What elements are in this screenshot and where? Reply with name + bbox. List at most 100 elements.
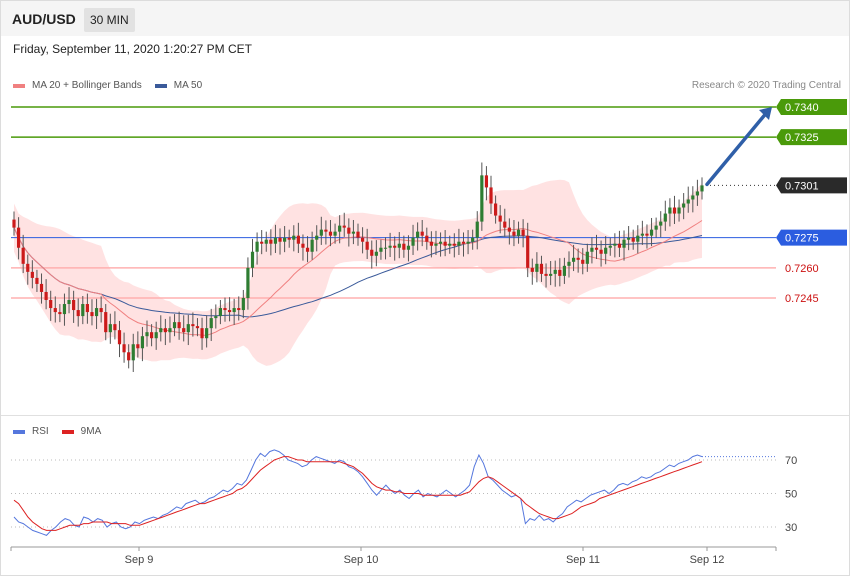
candle-bear: [150, 332, 154, 339]
candle-bull: [636, 235, 640, 242]
candle-bull: [383, 247, 388, 249]
candle-bear: [72, 300, 76, 311]
candle-bear: [672, 207, 677, 214]
candle-bull: [145, 332, 149, 337]
x-tick-label: Sep 12: [690, 554, 725, 566]
candle-bull: [351, 231, 356, 234]
candle-bear: [58, 312, 62, 315]
rsi-legend: RSI 9MA: [13, 426, 114, 437]
candle-bear: [90, 312, 94, 317]
candle-bear: [305, 247, 310, 252]
candle-bear: [507, 227, 511, 232]
legend-item-ma20: MA 20 + Bollinger Bands: [13, 80, 142, 91]
level-tag-pivot: [776, 229, 847, 246]
chart-header: AUD/USD 30 MIN: [1, 1, 849, 36]
candle-bear: [347, 227, 351, 234]
candle-bull: [283, 237, 287, 242]
candle-bear: [191, 324, 195, 327]
candle-bear: [26, 263, 30, 272]
level-label-resistance: 0.7340: [785, 102, 819, 114]
candle-bull: [406, 245, 411, 250]
candle-bear: [223, 308, 227, 311]
candle-bear: [85, 304, 89, 313]
candle-bull: [62, 304, 67, 315]
candle-bull: [475, 221, 479, 238]
candle-bull: [214, 316, 218, 319]
candle-bear: [296, 235, 300, 244]
candle-bear: [503, 221, 507, 228]
forecast-arrow-shaft: [705, 109, 770, 187]
candle-bear: [237, 308, 241, 311]
candle-bear: [16, 227, 21, 248]
candle-bull: [691, 195, 695, 200]
candle-bull: [159, 328, 163, 333]
legend-label-rsi: RSI: [32, 426, 49, 437]
level-tag-resistance: [776, 99, 847, 115]
candle-bull: [333, 231, 337, 236]
candle-bear: [163, 328, 167, 333]
legend-item-9ma: 9MA: [61, 426, 102, 437]
candle-bear: [526, 235, 530, 268]
candle-bear: [99, 308, 103, 313]
candle-bear: [429, 241, 433, 246]
candle-bear: [393, 245, 397, 248]
candle-bear: [177, 322, 181, 329]
candle-bull: [686, 199, 690, 204]
candle-bull: [374, 251, 378, 256]
candle-bear: [195, 326, 200, 329]
legend-label-9ma: 9MA: [80, 426, 102, 437]
candle-bull: [246, 267, 250, 298]
candle-bear: [530, 267, 534, 272]
candle-bear: [342, 225, 346, 228]
candle-bear: [631, 237, 635, 242]
price-legend: MA 20 + Bollinger Bands MA 50: [13, 80, 215, 91]
candle-bull: [108, 324, 112, 333]
level-label-resistance: 0.7325: [785, 132, 819, 144]
candle-bull: [273, 237, 278, 244]
candle-bear: [420, 231, 424, 236]
candle-bear: [581, 259, 585, 264]
candle-bull: [654, 225, 658, 230]
candle-bear: [200, 328, 204, 339]
candle-bull: [585, 251, 589, 264]
candle-bear: [30, 271, 34, 278]
x-tick-label: Sep 11: [566, 554, 600, 566]
candle-bull: [438, 241, 443, 244]
candle-bear: [227, 310, 232, 313]
candle-bull: [338, 225, 342, 232]
candle-bull: [250, 251, 255, 268]
candle-bull: [516, 229, 521, 236]
candle-bear: [544, 273, 548, 276]
candle-bull: [608, 245, 612, 248]
candle-bull: [668, 207, 672, 214]
candle-bull: [649, 229, 654, 236]
ma50-swatch: [154, 83, 167, 88]
candle-bear: [370, 249, 374, 256]
candle-bull: [397, 243, 401, 248]
forecast-arrow-head: [759, 107, 772, 120]
candle-bear: [539, 263, 544, 274]
candle-bull: [535, 263, 539, 272]
candle-bear: [558, 269, 562, 276]
legend-item-ma50: MA 50: [154, 80, 202, 91]
candle-bull: [411, 237, 415, 246]
candle-bull: [186, 324, 190, 333]
timeframe-button[interactable]: 30 MIN: [84, 8, 135, 32]
rsi-tick-label: 70: [785, 455, 797, 467]
candle-bull: [241, 298, 245, 311]
level-label-support: 0.7260: [785, 263, 819, 275]
candle-bear: [324, 229, 328, 232]
candle-bull: [172, 322, 177, 329]
candle-bull: [663, 213, 667, 222]
candle-bull: [466, 241, 470, 244]
candle-bull: [590, 247, 594, 252]
rsi-9ma-line: [13, 456, 703, 531]
9ma-swatch: [61, 429, 74, 434]
candle-bear: [278, 237, 282, 242]
candle-bear: [269, 239, 273, 244]
candle-bear: [365, 241, 369, 250]
level-label-pivot: 0.7275: [785, 233, 819, 245]
candle-bear: [12, 219, 16, 228]
candle-bear: [53, 308, 57, 313]
